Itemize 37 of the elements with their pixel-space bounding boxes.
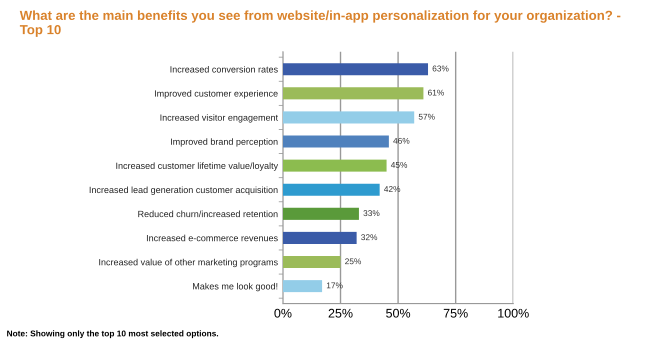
bar	[282, 280, 322, 292]
bar	[282, 111, 414, 124]
x-tick-label: 100%	[498, 308, 529, 318]
bar	[282, 232, 357, 244]
y-tick-label: Increased customer lifetime value/loyalty	[116, 162, 278, 171]
y-tick-label: Makes me look good!	[193, 282, 278, 292]
x-tick-label: 75%	[444, 308, 468, 318]
x-tick-label: 25%	[328, 308, 353, 318]
bar	[282, 160, 387, 172]
data-label: 57%	[418, 114, 435, 120]
y-tick-label: Increased value of other marketing programs	[99, 258, 278, 268]
bar	[282, 208, 359, 220]
data-label: 33%	[363, 210, 380, 216]
data-label: 45%	[390, 162, 408, 168]
bar	[282, 63, 428, 76]
y-tick-label: Increased lead generation customer acquisition	[90, 186, 278, 195]
data-label: 63%	[432, 66, 449, 72]
y-tick-label: Reduced churn/increased retention	[138, 210, 278, 218]
y-tick-label: Improved brand perception	[171, 138, 278, 147]
data-label: 25%	[345, 258, 362, 264]
data-label: 42%	[384, 186, 400, 192]
bar	[282, 256, 341, 268]
bar	[282, 184, 380, 196]
text: Note: Showing only the top 10 most selected options.	[7, 330, 218, 338]
x-tick-label: 50%	[386, 308, 410, 318]
chart-title: What are the main benefits you see from website/in-app personalization for your organization? - Top 10	[20, 10, 620, 37]
y-tick-label: Increased conversion rates	[170, 66, 278, 73]
y-tick-label: Increased visitor engagement	[160, 114, 278, 123]
data-label: 17%	[326, 282, 343, 288]
data-label: 32%	[361, 234, 378, 240]
x-tick-label: 0%	[274, 308, 292, 318]
bar	[282, 136, 389, 148]
data-label: 61%	[428, 90, 444, 96]
y-tick-label: Improved customer experience	[154, 90, 278, 98]
data-label: 46%	[393, 138, 410, 144]
y-tick-label: Increased e-commerce revenues	[146, 234, 278, 242]
bar	[282, 87, 424, 100]
